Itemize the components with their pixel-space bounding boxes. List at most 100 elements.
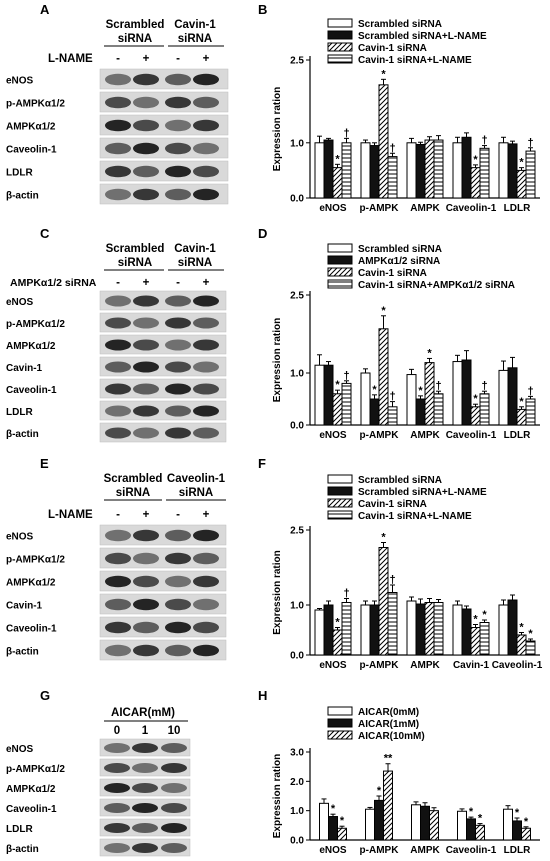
bar-h-2-2 [429, 810, 439, 841]
y-tick-d-1: 1.0 [290, 369, 304, 380]
band-a-4-3 [193, 165, 219, 178]
x-tick-h-4: LDLR [504, 845, 531, 856]
band-a-5-0 [105, 188, 131, 201]
band-g-4-2 [161, 823, 187, 833]
annotation-d-6: * [427, 347, 432, 359]
bar-h-0-2 [337, 827, 347, 841]
group-a2-line2: siRNA [178, 33, 213, 45]
legend-swatch-d-0 [327, 243, 353, 253]
chart-h: H AICAR(0mM)AICAR(1mM)AICAR(10mM) 0.0 1.0 2… [258, 688, 540, 856]
band-a-0-3 [193, 73, 219, 86]
blot-strip-c-1 [99, 312, 227, 333]
band-e-0-3 [193, 529, 219, 542]
protein-label-g-0: eNOS [6, 744, 34, 755]
bar-f-4-1 [507, 599, 518, 656]
group-c2-line2: siRNA [178, 257, 213, 269]
group-a1-line2: siRNA [118, 33, 153, 45]
bar-f-0-2 [332, 629, 343, 656]
bar-b-4-2 [516, 169, 527, 199]
bar-f-1-0 [360, 604, 371, 656]
panel-label-h: H [258, 688, 267, 703]
bar-b-2-1 [415, 143, 426, 199]
bar-b-2-3 [433, 139, 444, 199]
bar-h-1-0 [365, 808, 375, 841]
x-tick-d-1: p-AMPK [360, 430, 400, 441]
bar-b-0-2 [332, 167, 343, 199]
protein-label-e-5: β-actin [6, 647, 39, 658]
dose-g1: 0 [114, 725, 120, 737]
protein-label-g-4: LDLR [6, 824, 33, 835]
bar-f-3-2 [470, 627, 481, 656]
annotation-b-5: † [481, 135, 487, 147]
bar-h-3-0 [457, 810, 467, 841]
annotation-d-1: † [343, 370, 349, 382]
group-c1-line1: Scrambled [106, 243, 165, 255]
y-tick-h-2: 2.0 [290, 777, 304, 788]
band-a-5-3 [193, 188, 219, 201]
band-g-2-0 [104, 783, 130, 793]
band-c-6-0 [105, 427, 131, 439]
x-tick-f-4: Caveolin-1 [492, 660, 543, 671]
annotation-f-3: † [389, 574, 395, 586]
blot-strip-e-5 [99, 639, 227, 661]
legend-label-d-3: Cavin-1 siRNA+AMPKα1/2 siRNA [358, 280, 515, 291]
panel-label-g: G [40, 688, 50, 703]
band-a-2-0 [105, 119, 131, 132]
legend-label-b-1: Scrambled siRNA+L-NAME [358, 31, 487, 42]
band-e-3-3 [193, 598, 219, 611]
x-tick-d-4: LDLR [504, 430, 531, 441]
band-e-5-2 [165, 644, 191, 657]
band-e-4-0 [105, 621, 131, 634]
band-a-3-0 [105, 142, 131, 155]
annotation-h-6: * [515, 807, 520, 819]
band-g-1-1 [132, 763, 158, 773]
y-tick-h-3: 3.0 [290, 748, 304, 759]
bar-d-4-0 [498, 369, 509, 426]
annotation-d-2: * [372, 384, 377, 396]
annotation-d-10: * [519, 396, 524, 408]
legend-swatch-b-1 [327, 30, 353, 40]
protein-label-c-5: LDLR [6, 407, 33, 418]
annotation-b-3: † [389, 142, 395, 154]
bar-d-2-2 [424, 362, 435, 426]
x-tick-b-4: LDLR [504, 203, 531, 214]
bar-f-3-1 [461, 608, 472, 656]
bar-f-2-1 [415, 603, 426, 656]
band-a-3-2 [165, 142, 191, 155]
sign-e3: - [176, 509, 180, 521]
sign-c1: - [116, 277, 120, 289]
band-g-5-1 [132, 843, 158, 853]
annotation-f-2: * [381, 532, 386, 544]
blot-strip-c-5 [99, 400, 227, 421]
blot-strip-a-4 [99, 160, 229, 182]
band-c-0-1 [133, 295, 159, 307]
band-e-1-0 [105, 552, 131, 565]
protein-label-e-0: eNOS [6, 532, 34, 543]
bar-h-4-1 [512, 820, 522, 841]
legend-label-b-2: Cavin-1 siRNA [358, 43, 427, 54]
bar-d-0-3 [341, 382, 352, 426]
blot-strip-e-3 [99, 593, 227, 615]
protein-label-e-1: p-AMPKα1/2 [6, 555, 65, 566]
blot-strip-e-0 [99, 524, 227, 546]
band-a-1-0 [105, 96, 131, 109]
bar-h-0-1 [328, 816, 338, 841]
band-a-5-1 [133, 188, 159, 201]
band-c-2-3 [193, 339, 219, 351]
sign-a3: - [176, 53, 180, 65]
band-c-3-0 [105, 361, 131, 373]
bar-d-0-1 [323, 364, 334, 426]
y-tick-f-1: 1.0 [290, 601, 304, 612]
bar-d-3-2 [470, 406, 481, 426]
group-e1-line1: Scrambled [104, 473, 163, 485]
legend-swatch-b-0 [327, 18, 353, 28]
blot-strip-e-2 [99, 570, 227, 592]
bar-h-4-2 [521, 827, 531, 841]
protein-label-c-0: eNOS [6, 297, 34, 308]
legend-label-d-2: Cavin-1 siRNA [358, 268, 427, 279]
band-c-3-3 [193, 361, 219, 373]
bar-b-1-3 [387, 156, 398, 199]
bar-f-0-0 [314, 609, 325, 656]
band-e-3-1 [133, 598, 159, 611]
annotation-d-9: † [481, 380, 487, 392]
